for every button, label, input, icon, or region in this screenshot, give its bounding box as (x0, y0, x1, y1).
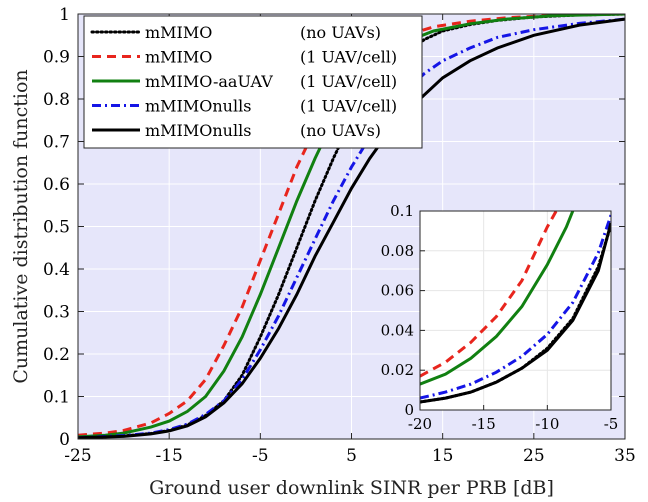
legend-series-note: (no UAVs) (300, 121, 381, 140)
y-tick-label: 0.9 (43, 48, 70, 68)
inset-series-line-4 (420, 214, 611, 400)
y-tick-label: 0.2 (43, 345, 70, 365)
legend-series-note: (no UAVs) (300, 23, 381, 42)
y-tick-label: 0.3 (43, 303, 70, 323)
y-tick-label: 1 (59, 5, 70, 25)
x-tick-label: -15 (155, 446, 182, 466)
inset-frame (419, 210, 612, 411)
x-tick-label: -25 (64, 446, 91, 466)
inset-y-tick-label: 0 (404, 401, 414, 419)
inset-x-tick-label: -20 (408, 415, 432, 433)
series-layer (78, 14, 625, 439)
inset-y-tick-label: 0.02 (381, 361, 414, 379)
inset-chart: -20 -15 -10 -5 0 0.02 0.04 0.06 0.08 0.1 (381, 202, 619, 433)
inset-series-layer (420, 211, 611, 404)
series-line-3 (78, 14, 625, 439)
axis-ticks: -25 -15 -5 5 15 25 35 0 0.1 0.2 0.3 0.4 0.5 0.6 0.7 0.8… (43, 5, 636, 466)
legend-series-name: mMIMOnulls (145, 97, 251, 116)
y-tick-label: 0.7 (43, 133, 70, 153)
y-tick-label: 0.8 (43, 90, 70, 110)
legend-series-note: (1 UAV/cell) (300, 72, 397, 91)
inset-y-tick-label: 0.1 (390, 202, 414, 220)
inset-x-tick-label: -10 (535, 415, 559, 433)
legend: mMIMO (no UAVs) mMIMO (1 UAV/cell) mMIMO-aaU… (83, 15, 423, 149)
inset-series-line-2 (420, 211, 558, 378)
y-tick-label: 0.1 (43, 388, 70, 408)
y-tick-label: 0 (59, 430, 70, 450)
x-tick-label: 5 (346, 446, 357, 466)
y-tick-label: 0.4 (43, 260, 70, 280)
x-tick-label: 25 (523, 446, 545, 466)
y-tick-label: 0.6 (43, 175, 70, 195)
inset-y-tick-label: 0.06 (381, 282, 414, 300)
legend-series-name: mMIMOnulls (145, 121, 251, 140)
legend-series-name: mMIMO (145, 48, 212, 67)
legend-series-note: (1 UAV/cell) (300, 48, 397, 67)
inset-y-tick-label: 0.04 (381, 321, 414, 339)
inset-series-line-3 (420, 211, 575, 386)
series-line-2 (78, 14, 625, 437)
inset-x-tick-label: -5 (604, 415, 619, 433)
series-line-5 (78, 17, 625, 439)
y-axis-label: Cumulative distribution function (10, 69, 32, 383)
legend-series-name: mMIMO (145, 23, 212, 42)
inset-x-tick-label: -15 (472, 415, 496, 433)
x-tick-label: 35 (614, 446, 636, 466)
x-tick-label: -5 (252, 446, 269, 466)
y-tick-label: 0.5 (43, 218, 70, 238)
inset-background (420, 211, 611, 410)
x-axis-label: Ground user downlink SINR per PRB [dB] (149, 477, 554, 499)
legend-series-name: mMIMO-aaUAV (145, 72, 273, 91)
inset-axis-ticks: -20 -15 -10 -5 0 0.02 0.04 0.06 0.08 0.1 (381, 202, 619, 433)
series-line-4 (78, 17, 625, 439)
inset-y-tick-label: 0.08 (381, 242, 414, 260)
inset-series-line-5 (420, 222, 611, 404)
x-tick-label: 15 (432, 446, 454, 466)
legend-box (83, 15, 423, 149)
legend-series-note: (1 UAV/cell) (300, 97, 397, 116)
